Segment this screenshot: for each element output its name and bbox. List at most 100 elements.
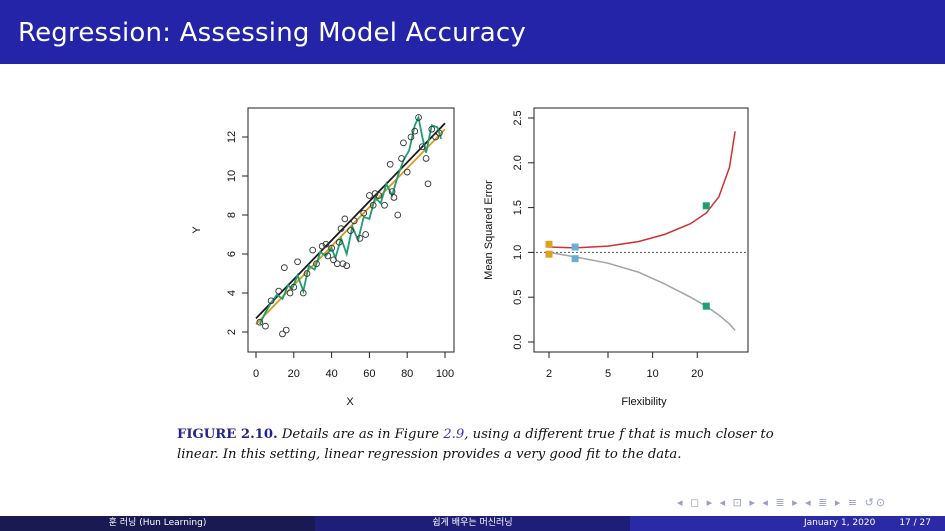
slide-title: Regression: Assessing Model Accuracy <box>18 18 526 48</box>
left-x-tick-label: 100 <box>436 368 454 380</box>
figure-svg: 0 20 40 60 80 100 2 4 6 8 10 12 X Y 2 5 10 20 0.0 0.5 1.0 1.5… <box>191 107 749 408</box>
left-data-point <box>341 215 349 223</box>
left-y-tick-label: 10 <box>226 170 238 182</box>
right-y-tick-label: 0.5 <box>512 290 524 305</box>
left-data-point <box>428 125 436 133</box>
left-data-point <box>339 260 347 268</box>
left-x-axis-label: X <box>346 396 354 408</box>
left-data-point <box>313 260 320 268</box>
left-data-point <box>330 256 337 264</box>
left-data-point <box>347 227 354 234</box>
left-x-tick-label: 60 <box>363 368 375 380</box>
right-y-tick-label: 1.5 <box>512 200 524 215</box>
left-data-point <box>267 297 275 305</box>
figure-reference-link[interactable]: 2.9 <box>443 427 465 442</box>
footer-date: January 1, 2020 <box>803 518 876 528</box>
left-data-point <box>275 287 283 295</box>
left-data-point <box>418 143 426 151</box>
caption-pre: Details are as in Figure <box>281 427 440 442</box>
caption-line2: much closer to linear. In this setting, … <box>177 427 774 462</box>
left-data-point <box>369 201 377 209</box>
left-data-point <box>290 283 298 291</box>
footer-author: 훈 러닝 (Hun Learning) <box>0 516 315 531</box>
right-error-marker <box>702 202 710 210</box>
footer-right: January 1, 2020 17 / 27 <box>630 516 945 531</box>
left-data-point <box>398 155 405 162</box>
left-data-point <box>337 225 345 233</box>
footer-page-number: 17 / 27 <box>899 518 931 528</box>
right-y-tick-label: 1.0 <box>512 245 524 260</box>
beamer-navigation-icons[interactable]: ◂ ◻ ▸ ◂ ⊡ ▸ ◂ ≣ ▸ ◂ ≣ ▸ ≡ ↺⊙ <box>677 496 888 509</box>
left-y-tick-label: 2 <box>226 329 238 335</box>
right-x-axis-label: Flexibility <box>621 396 667 408</box>
left-data-point <box>318 242 326 250</box>
left-data-point <box>322 240 330 248</box>
left-data-point <box>282 326 290 334</box>
right-error-marker <box>545 250 553 258</box>
left-y-tick-label: 12 <box>226 131 238 143</box>
left-y-axis-label: Y <box>191 226 203 234</box>
figure-caption: FIGURE 2.10. Details are as in Figure 2.… <box>177 425 777 465</box>
left-data-point <box>388 188 396 195</box>
left-data-point <box>371 190 379 197</box>
left-series-line-0 <box>255 122 446 320</box>
right-series-line-0 <box>548 131 736 249</box>
footer-title: 쉽게 배우는 머신러닝 <box>315 516 630 531</box>
footer-bar: 훈 러닝 (Hun Learning) 쉽게 배우는 머신러닝 January … <box>0 516 945 531</box>
right-error-marker <box>571 255 579 263</box>
left-x-tick-label: 80 <box>401 368 413 380</box>
left-data-point <box>400 139 407 147</box>
left-data-point <box>386 160 394 168</box>
right-y-axis-label: Mean Squared Error <box>483 180 495 280</box>
caption-var: f <box>619 427 625 442</box>
right-error-marker <box>702 302 710 310</box>
right-y-tick-label: 2.5 <box>512 110 524 125</box>
caption-line1-end: that is <box>628 427 671 442</box>
left-data-point <box>411 127 419 135</box>
left-data-point <box>281 264 288 272</box>
left-data-point <box>256 318 264 326</box>
left-data-point <box>360 209 368 217</box>
left-data-point <box>362 231 369 238</box>
caption-line3: the data. <box>622 447 682 462</box>
left-data-point <box>407 133 415 141</box>
left-data-point <box>424 180 432 188</box>
figure-label: FIGURE 2.10. <box>177 427 278 442</box>
left-y-tick-label: 4 <box>226 290 238 296</box>
right-series-line-1 <box>548 251 736 331</box>
left-data-point <box>350 217 358 225</box>
caption-post: , using a different true <box>464 427 616 442</box>
left-data-point <box>333 260 341 268</box>
left-y-tick-label: 6 <box>226 251 238 257</box>
left-data-point <box>435 129 443 137</box>
left-data-point <box>262 322 269 330</box>
left-x-tick-label: 20 <box>288 368 300 380</box>
left-data-point <box>328 244 335 252</box>
left-data-point <box>303 270 311 277</box>
left-data-point <box>309 246 317 254</box>
left-data-point <box>356 235 364 242</box>
left-y-tick-label: 8 <box>226 212 238 218</box>
right-x-tick-label: 10 <box>647 368 659 380</box>
right-y-tick-label: 2.0 <box>512 155 524 170</box>
right-x-tick-label: 20 <box>691 368 703 380</box>
left-x-tick-label: 0 <box>253 368 259 380</box>
left-data-point <box>381 201 388 209</box>
right-error-marker <box>545 240 553 248</box>
left-data-point <box>422 155 430 162</box>
left-data-point <box>335 238 343 246</box>
left-data-point <box>394 211 402 219</box>
left-data-point <box>343 262 351 270</box>
left-data-point <box>403 168 411 176</box>
slide-title-bar: Regression: Assessing Model Accuracy <box>0 0 945 64</box>
right-x-tick-label: 5 <box>605 368 611 380</box>
right-plot-frame <box>533 107 749 353</box>
left-data-point <box>324 252 332 260</box>
right-x-tick-label: 2 <box>546 368 552 380</box>
left-plot-frame <box>247 107 455 353</box>
left-data-point <box>390 194 398 201</box>
left-data-point <box>279 330 286 338</box>
right-error-marker <box>571 243 579 251</box>
right-y-tick-label: 0.0 <box>512 334 524 349</box>
left-data-point <box>294 258 301 266</box>
